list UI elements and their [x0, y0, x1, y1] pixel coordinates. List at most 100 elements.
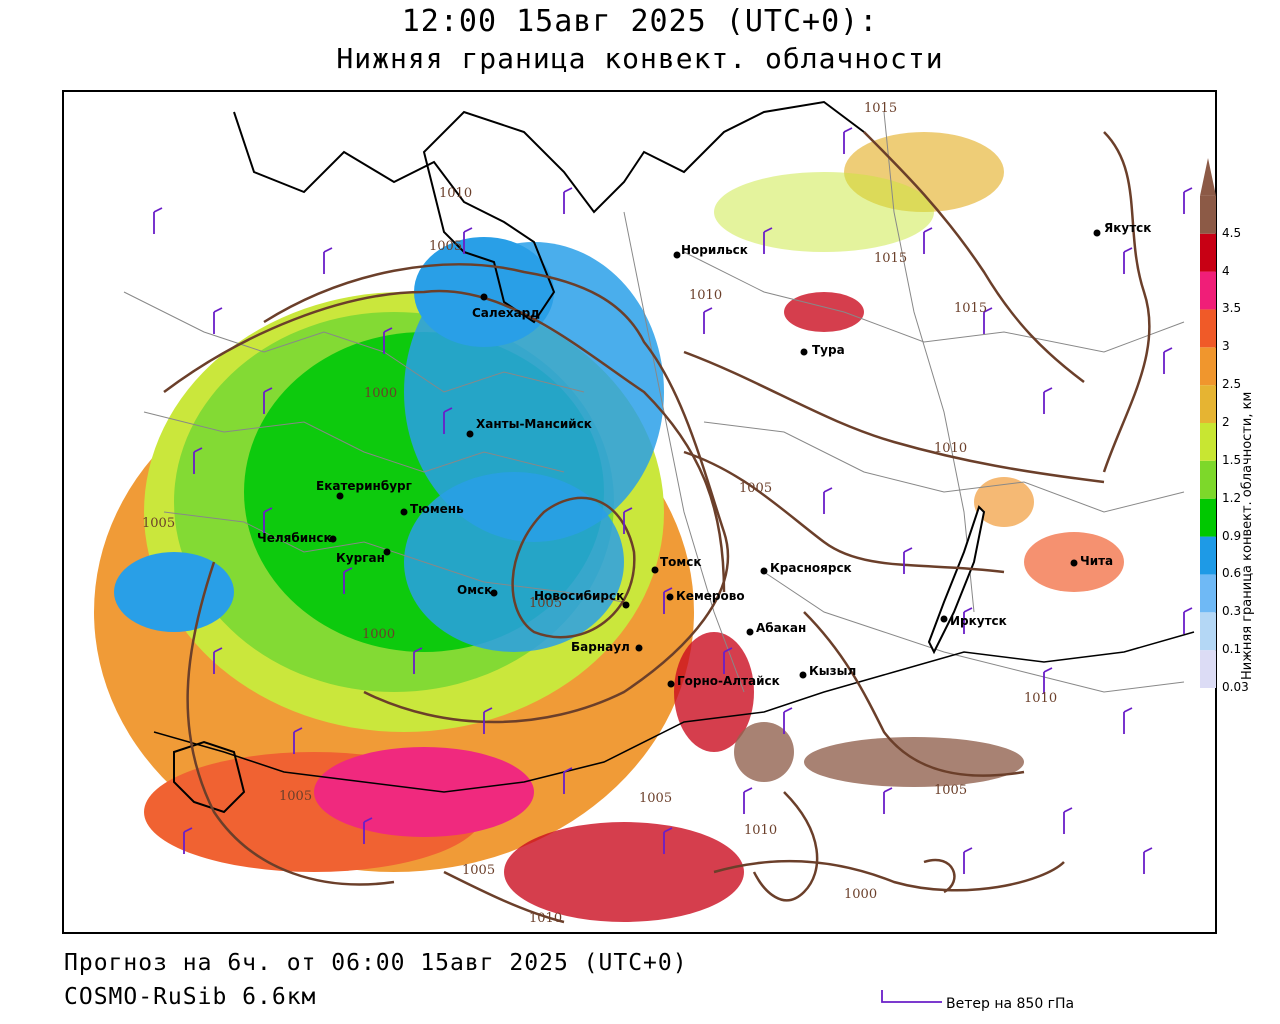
isobar-label: 1005 [739, 481, 772, 496]
city-marker [336, 492, 344, 500]
city-label: Курган [336, 551, 385, 565]
legend-title: Нижняя граница конвект. облачности, км [1240, 391, 1255, 680]
legend-level-label: 0.03 [1222, 680, 1249, 694]
city-label: Якутск [1104, 221, 1151, 235]
isobar-label: 1010 [1024, 691, 1057, 706]
legend-level-label: 4 [1222, 263, 1230, 278]
city-label: Норильск [681, 243, 748, 257]
legend-level-label: 2 [1222, 415, 1230, 429]
city-marker [666, 593, 674, 601]
legend-level-label: 1.5 [1222, 452, 1242, 467]
legend-swatch [1200, 233, 1216, 272]
isobar-label: 1000 [362, 627, 395, 642]
map-title: 12:00 15авг 2025 (UTC+0): [401, 4, 879, 39]
isobar-label: 1005 [934, 783, 967, 798]
city-label: Ханты-Мансийск [476, 417, 592, 431]
city-marker [760, 567, 768, 575]
city-marker [799, 671, 807, 679]
caspian-coastline [173, 740, 246, 814]
city-label: Горно-Алтайск [677, 674, 780, 688]
isobars [163, 131, 1151, 924]
legend-swatch [1200, 650, 1216, 688]
wind-barbs [153, 127, 1193, 874]
legend-swatch [1200, 195, 1216, 234]
legend-level-label: 0.3 [1222, 604, 1242, 619]
city-marker [800, 348, 808, 356]
city-label: Кызыл [809, 664, 856, 678]
city-marker [651, 566, 659, 574]
city-label: Иркутск [950, 614, 1007, 628]
isobar-label: 1010 [689, 288, 722, 303]
legend-swatch [1200, 158, 1216, 196]
city-label: Салехард [472, 306, 540, 320]
isobar-label: 1000 [364, 386, 397, 401]
legend-swatch [1200, 498, 1216, 537]
region-borders [123, 111, 1185, 693]
legend-swatch [1200, 309, 1216, 348]
legend-swatch [1200, 612, 1216, 651]
isobar-label: 1010 [744, 823, 777, 838]
city-marker [1070, 559, 1078, 567]
legend-level-label: 0.1 [1222, 642, 1242, 657]
wind-key-label: Ветер на 850 гПа [946, 996, 1075, 1012]
city-marker [329, 535, 337, 543]
city-label: Новосибирск [534, 589, 624, 603]
forecast-info: Прогноз на 6ч. от 06:00 15авг 2025 (UTC+… [64, 950, 688, 976]
city-marker [1093, 229, 1101, 237]
isobar-label: 1010 [934, 441, 967, 456]
isobar-labels: 1010 1005 1015 1010 1015 1015 1000 1010 … [142, 101, 1057, 926]
isobar-label: 1015 [874, 251, 907, 266]
city-label: Красноярск [770, 561, 852, 575]
legend-level-label: 3 [1222, 339, 1230, 354]
legend-level-label: 0.6 [1222, 566, 1242, 581]
city-label: Омск [457, 583, 492, 597]
city-label: Тура [812, 343, 845, 357]
isobar-label: 1010 [529, 911, 562, 926]
city-label: Барнаул [571, 640, 630, 654]
legend-swatch [1200, 385, 1216, 423]
cloud-field [94, 132, 1124, 922]
legend-title-wrap: Нижняя граница конвект. облачности, км [1240, 280, 1260, 700]
cities: Салехард Норильск Якутск Тура Ханты-Манс… [257, 221, 1151, 688]
legend-swatch [1200, 574, 1216, 613]
legend-swatch [1200, 271, 1216, 310]
isobar-label: 1000 [844, 887, 877, 902]
city-label: Кемерово [676, 589, 745, 603]
city-label: Абакан [756, 621, 806, 635]
city-label: Екатеринбург [316, 479, 412, 493]
isobar-label: 1015 [954, 301, 987, 316]
isobar-label: 1005 [462, 863, 495, 878]
country-border [153, 631, 1195, 793]
city-label: Челябинск [257, 531, 332, 545]
city-label: Томск [660, 555, 702, 569]
legend-swatch [1200, 423, 1216, 461]
map-canvas: 1010 1005 1015 1010 1015 1015 1000 1010 … [94, 100, 1195, 926]
legend-swatch [1200, 347, 1216, 386]
city-marker [400, 508, 408, 516]
city-marker [480, 293, 488, 301]
legend-level-label: 2.5 [1222, 377, 1242, 392]
legend-level-label: 1.2 [1222, 490, 1242, 505]
weather-map[interactable]: 1010 1005 1015 1010 1015 1015 1000 1010 … [62, 90, 1217, 934]
legend-swatch [1200, 460, 1216, 499]
city-marker [383, 548, 391, 556]
isobar-label: 1010 [439, 186, 472, 201]
city-marker [940, 615, 948, 623]
legend-level-label: 4.5 [1222, 225, 1242, 240]
baikal-lake [927, 505, 986, 655]
legend-level-label: 3.5 [1222, 301, 1242, 316]
city-marker [667, 680, 675, 688]
city-label: Чита [1080, 554, 1113, 568]
city-label: Тюмень [410, 502, 464, 516]
city-marker [490, 589, 498, 597]
isobar-label: 1005 [529, 596, 562, 611]
model-name: COSMO-RuSib 6.6км [64, 984, 317, 1010]
legend-swatch [1200, 536, 1216, 575]
city-marker [466, 430, 474, 438]
legend-colorbar [1200, 158, 1216, 688]
isobar-label: 1005 [142, 516, 175, 531]
city-marker [746, 628, 754, 636]
legend-level-label: 0.9 [1222, 528, 1242, 543]
isobar-label: 1015 [864, 101, 897, 116]
city-marker [635, 644, 643, 652]
